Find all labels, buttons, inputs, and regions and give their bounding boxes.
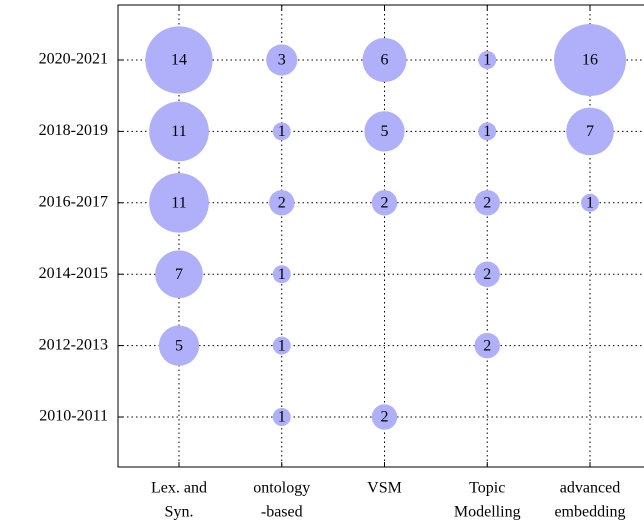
x-tick-label: Syn. xyxy=(165,504,194,521)
bubble xyxy=(272,336,291,355)
y-tick-label: 2010-2011 xyxy=(39,408,108,425)
bubble xyxy=(478,51,497,69)
bubble-label: 11 xyxy=(171,194,186,211)
bubble xyxy=(149,101,209,162)
bubble-label: 2 xyxy=(381,409,389,426)
bubble-label: 7 xyxy=(175,266,183,283)
bubble-label: 16 xyxy=(582,52,598,69)
x-tick-label: Topic xyxy=(469,480,505,497)
x-tick-label: Lex. and xyxy=(151,480,207,497)
bubble xyxy=(362,37,407,83)
bubble-label: 6 xyxy=(381,52,389,69)
bubble-label: 5 xyxy=(381,123,389,140)
bubble-label: 14 xyxy=(171,52,187,69)
bubble xyxy=(272,122,291,141)
bubble-label: 2 xyxy=(278,194,286,211)
y-tick-label: 2018-2019 xyxy=(39,122,108,139)
bubble-label: 2 xyxy=(483,194,491,211)
bubble xyxy=(474,190,500,216)
bubble xyxy=(149,172,209,233)
bubble xyxy=(145,26,213,94)
bubble xyxy=(478,122,497,141)
bubble xyxy=(272,408,291,426)
bubble-label: 1 xyxy=(278,409,286,426)
bubble-label: 1 xyxy=(278,123,286,140)
bubble-label: 11 xyxy=(171,123,186,140)
bubble xyxy=(554,24,626,96)
bubble xyxy=(158,325,200,366)
bubble-label: 7 xyxy=(586,123,594,140)
bubble-label: 2 xyxy=(381,194,389,211)
bubble xyxy=(371,404,398,430)
x-tick-label: -based xyxy=(261,504,303,521)
x-tick-label: advanced xyxy=(560,480,620,497)
bubble-label: 1 xyxy=(586,194,594,211)
bubble xyxy=(474,332,500,359)
bubble xyxy=(566,107,614,156)
x-tick-label: embedding xyxy=(554,504,625,521)
bubble xyxy=(272,265,291,284)
bubble-label: 5 xyxy=(175,337,183,354)
bubble-label: 1 xyxy=(278,337,286,354)
bubble-label: 1 xyxy=(483,123,491,140)
bubble xyxy=(155,250,203,299)
y-tick-label: 2014-2015 xyxy=(39,265,108,282)
y-tick-label: 2020-2021 xyxy=(39,51,108,68)
y-tick-label: 2012-2013 xyxy=(39,336,108,353)
bubble xyxy=(371,190,398,216)
x-tick-label: Modelling xyxy=(454,504,521,521)
bubble-label: 1 xyxy=(278,266,286,283)
bubble-label: 2 xyxy=(483,266,491,283)
x-tick-label: VSM xyxy=(367,480,402,497)
x-tick-label: ontology xyxy=(253,480,310,497)
bubble xyxy=(474,261,500,287)
bubble xyxy=(269,190,295,216)
bubble-label: 1 xyxy=(483,52,491,69)
y-tick-label: 2016-2017 xyxy=(39,193,108,210)
bubble-label: 2 xyxy=(483,337,491,354)
bubble xyxy=(266,44,298,76)
bubble xyxy=(364,111,405,152)
plot-frame xyxy=(117,4,644,468)
bubble-label: 3 xyxy=(278,52,286,69)
bubble xyxy=(581,193,599,212)
